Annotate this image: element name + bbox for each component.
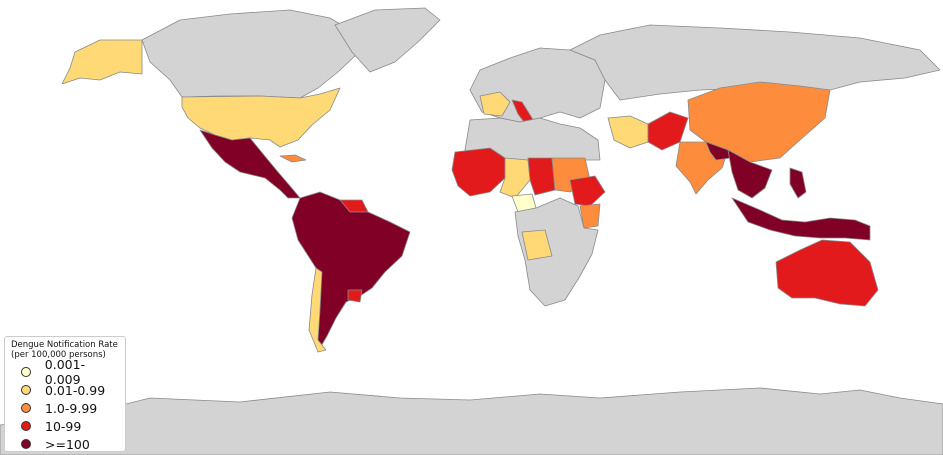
legend-swatch-circle-icon <box>21 403 31 413</box>
legend-label: 0.001-0.009 <box>44 357 86 387</box>
region-usa <box>181 87 341 148</box>
legend-label: 10-99 <box>45 418 82 434</box>
legend-item-4: >=100 <box>11 435 119 453</box>
region-russia <box>569 24 941 101</box>
legend-label: 1.0-9.99 <box>45 400 98 416</box>
region-antarctica <box>0 387 943 455</box>
legend-swatch-circle-icon <box>21 367 31 377</box>
legend-label: 0.01-0.99 <box>45 382 106 398</box>
legend-item-3: 10-99 <box>11 417 119 435</box>
region-canada <box>141 9 357 99</box>
region-indonesia <box>731 197 871 241</box>
region-bangladesh <box>705 141 731 161</box>
legend-label: >=100 <box>45 436 90 452</box>
legend-subtitle: (per 100,000 persons) <box>11 350 106 360</box>
region-iran <box>607 115 649 149</box>
region-greenland <box>334 7 441 73</box>
legend-item-2: 1.0-9.99 <box>11 399 119 417</box>
region-angola <box>521 229 553 261</box>
legend-swatch-circle-icon <box>21 421 31 431</box>
legend-title: Dengue Notification Rate <box>11 340 118 350</box>
legend-swatch-circle-icon <box>21 439 31 449</box>
region-indochina <box>727 149 773 199</box>
region-southern-africa <box>514 197 599 307</box>
legend-item-1: 0.01-0.99 <box>11 381 119 399</box>
region-kenya <box>579 203 601 229</box>
region-uruguay <box>347 289 363 303</box>
region-france <box>479 91 511 117</box>
legend-swatch-circle-icon <box>21 385 31 395</box>
region-australia <box>775 239 879 307</box>
region-philippines <box>789 167 807 199</box>
region-ethiopia <box>569 175 606 207</box>
map-legend: Dengue Notification Rate (per 100,000 pe… <box>4 336 126 452</box>
region-west-africa <box>451 147 506 197</box>
region-alaska <box>61 39 143 85</box>
legend-item-0: 0.001-0.009 <box>11 357 119 387</box>
region-chile <box>308 267 327 353</box>
region-chad <box>527 157 556 196</box>
region-cuba <box>279 154 307 163</box>
